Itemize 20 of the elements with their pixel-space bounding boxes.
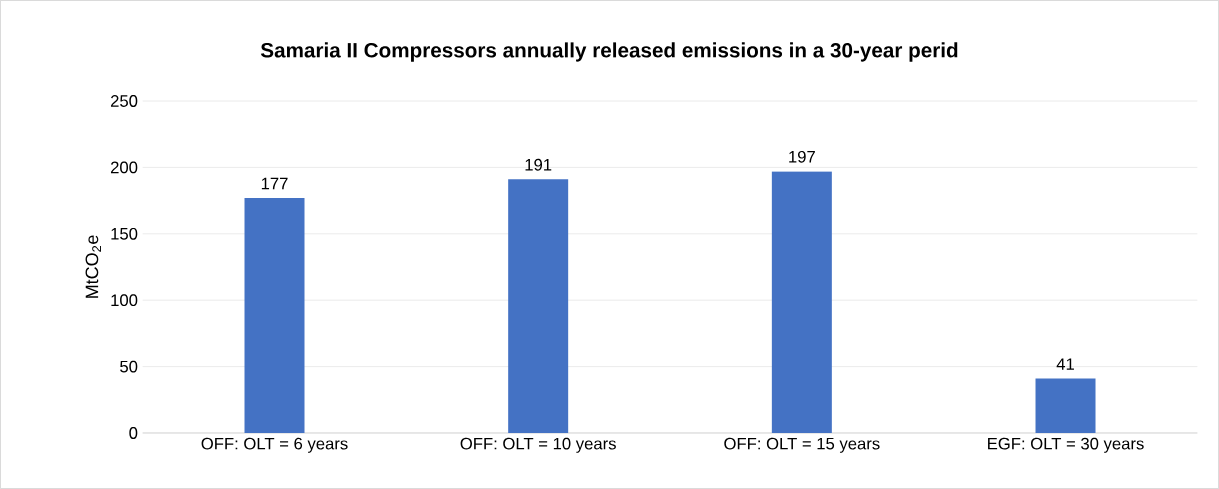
bar: [771, 171, 832, 433]
y-tick-label: 250: [110, 95, 138, 107]
y-tick-label: 150: [111, 227, 138, 240]
bar: [244, 197, 305, 433]
y-axis-title: MtCO$_{2}$e: [85, 235, 101, 298]
y-tick-label: 200: [110, 161, 138, 174]
data-label: 41: [1056, 358, 1074, 370]
chart-title: Samaria II Compressors annually released emissions in a 30-year perid: [260, 42, 958, 62]
data-label: 197: [789, 150, 815, 163]
data-label: 191: [525, 158, 552, 171]
bar: [1035, 378, 1096, 433]
y-tick-label: 100: [111, 294, 138, 307]
x-tick-label: OFF: OLT = 15 years: [724, 437, 880, 453]
x-tick-label: OFF: OLT = 10 years: [460, 437, 616, 453]
data-label: 177: [261, 177, 288, 190]
y-tick-label: 0: [129, 427, 138, 439]
y-tick-label: 50: [120, 360, 138, 373]
bar: [508, 179, 569, 433]
x-tick-label: EGF: OLT = 30 years: [988, 437, 1144, 453]
x-tick-label: OFF: OLT = 6 years: [201, 437, 348, 453]
